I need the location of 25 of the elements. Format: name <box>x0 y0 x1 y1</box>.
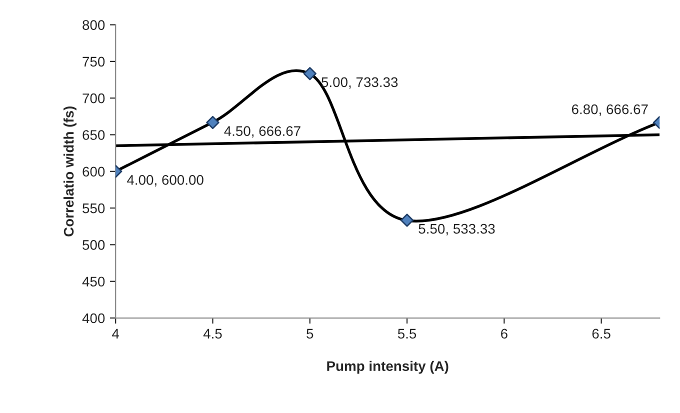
y-tick-label: 400 <box>82 313 105 324</box>
data-label: 4.50, 666.67 <box>224 126 300 138</box>
y-tick-label: 750 <box>82 56 105 67</box>
point <box>206 116 220 130</box>
x-tick-label: 4.5 <box>203 328 222 339</box>
x-tick-label: 6.5 <box>592 328 610 339</box>
y-tick-label: 700 <box>82 93 105 104</box>
y-axis-title: Correlatio width (fs) <box>64 106 76 236</box>
data-label: 5.00, 733.33 <box>322 77 398 89</box>
point <box>303 67 316 80</box>
x-axis-title: Pump intensity (A) <box>327 360 448 374</box>
y-tick-label: 450 <box>82 276 105 287</box>
point <box>400 214 414 227</box>
y-tick-label: 650 <box>82 130 105 140</box>
y-tick-label: 600 <box>82 166 105 177</box>
x-tick-label: 5 <box>306 328 314 339</box>
data-label: 5.50, 533.33 <box>418 224 495 236</box>
x-tick-label: 4 <box>112 328 120 338</box>
data-label: 6.80, 666.67 <box>572 104 648 116</box>
y-tick-label: 800 <box>82 20 105 30</box>
data-label: 4.00, 600.00 <box>127 175 204 186</box>
y-tick-label: 550 <box>82 203 105 214</box>
x-tick-label: 5.5 <box>398 328 416 339</box>
x-tick-label: 6 <box>501 328 508 339</box>
y-tick-label: 500 <box>82 240 105 250</box>
